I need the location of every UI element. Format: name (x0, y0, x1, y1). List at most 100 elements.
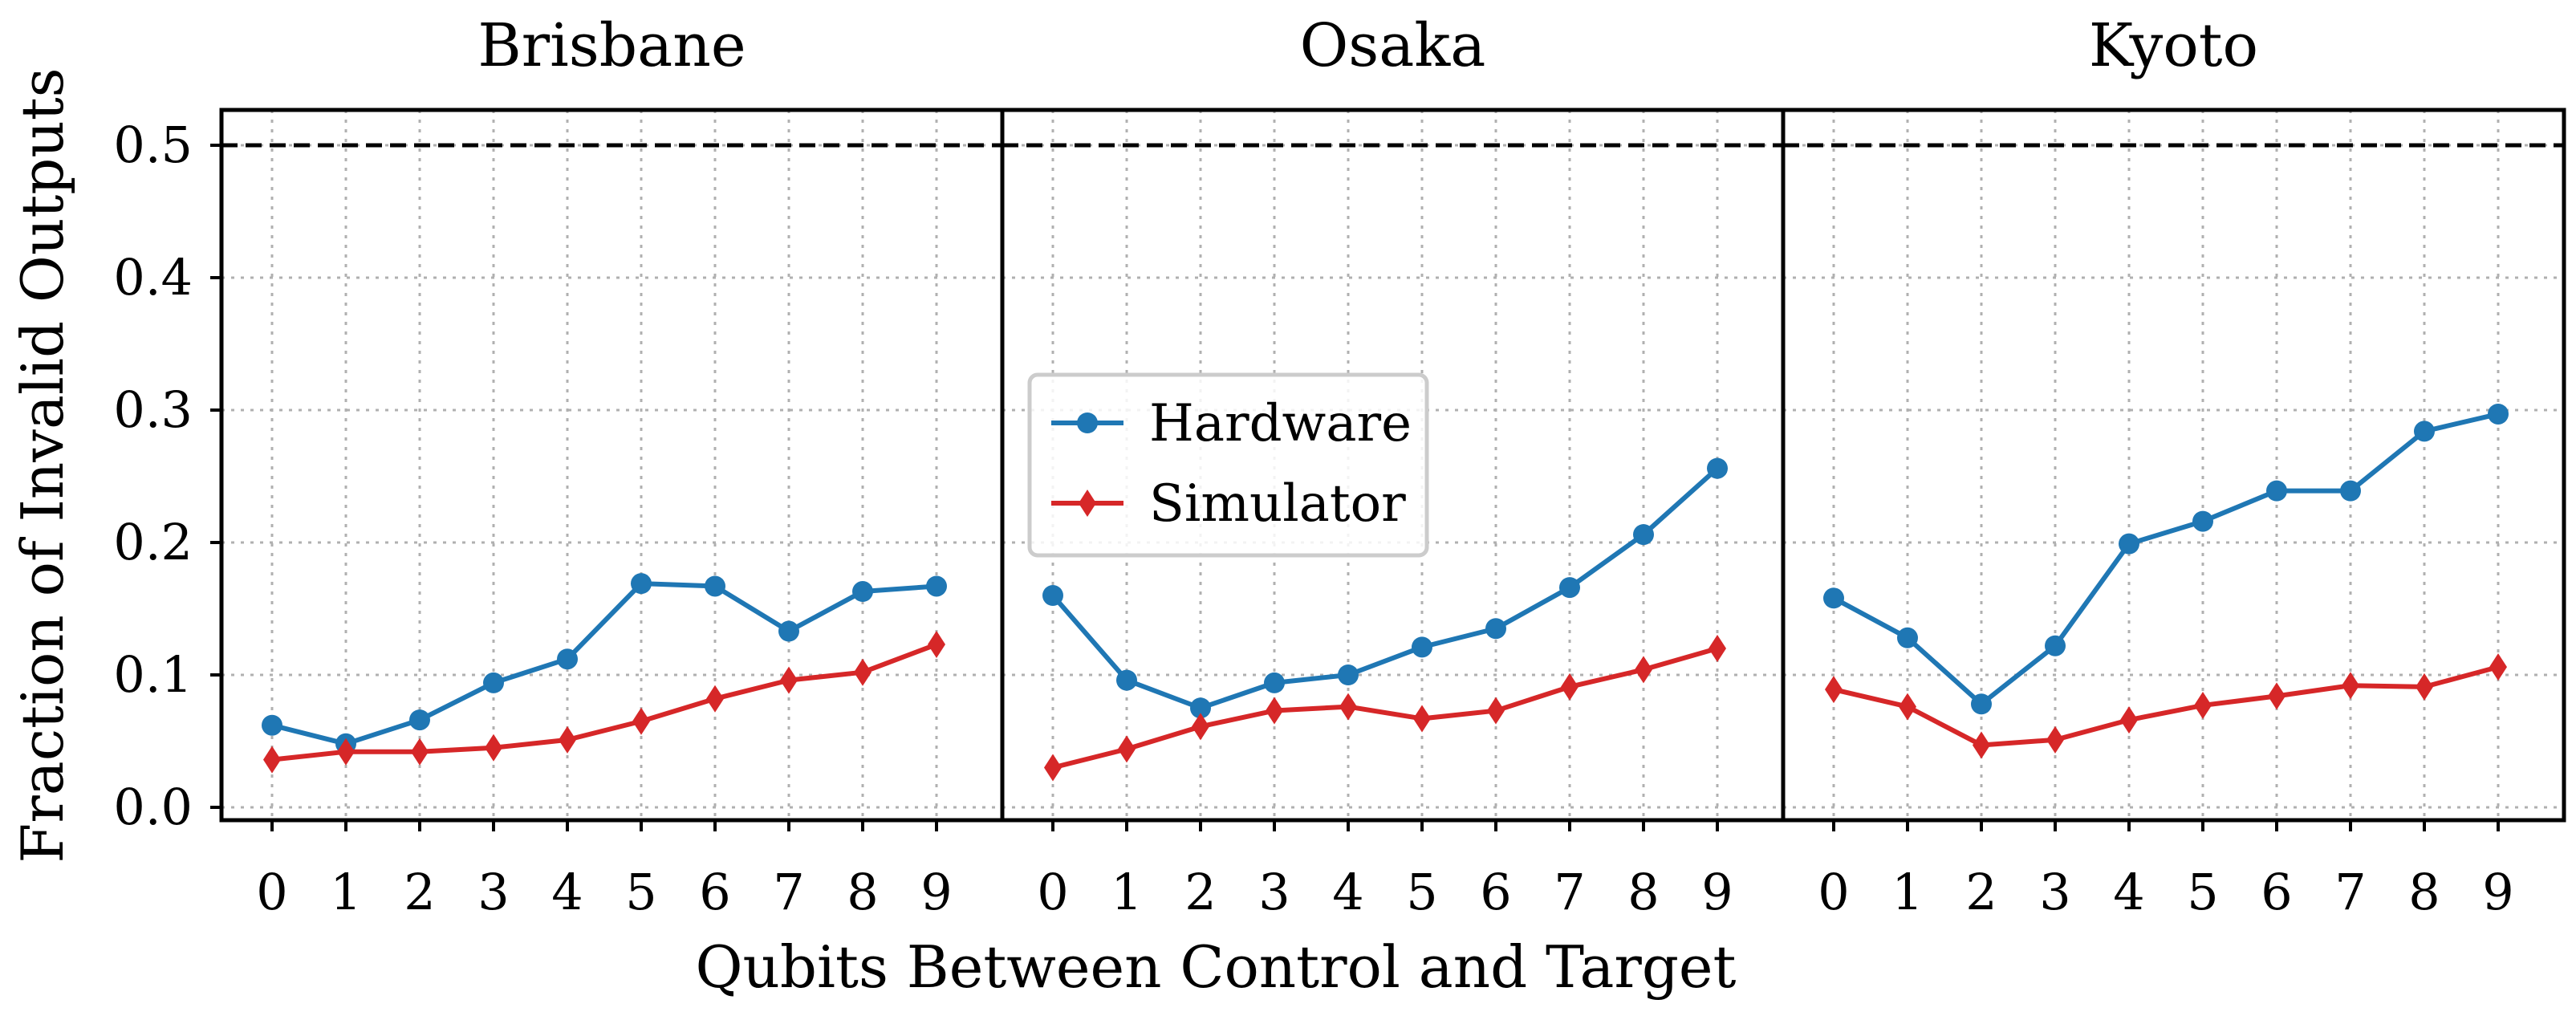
point-hardware (2192, 510, 2213, 532)
panel-title-kyoto: Kyoto (2089, 11, 2258, 80)
point-simulator (263, 746, 281, 774)
point-hardware (1042, 585, 1063, 606)
x-tick-label: 1 (1891, 863, 1923, 921)
point-hardware (778, 620, 799, 642)
x-tick-label: 7 (773, 863, 804, 921)
x-tick-label: 2 (1965, 863, 1997, 921)
x-tick-label: 8 (847, 863, 878, 921)
point-hardware (926, 575, 947, 597)
x-tick-label: 3 (1258, 863, 1290, 921)
x-tick-label: 0 (256, 863, 287, 921)
x-tick-label: 3 (2039, 863, 2070, 921)
x-tick-label: 7 (2334, 863, 2366, 921)
x-tick-label: 4 (2113, 863, 2144, 921)
legend-marker-simulator (1079, 490, 1096, 517)
x-tick-label: 1 (330, 863, 361, 921)
point-hardware (2045, 635, 2066, 656)
point-simulator (1561, 673, 1579, 701)
tick-layer (210, 144, 2500, 831)
series-line-hardware (1050, 466, 1720, 711)
y-axis-label: Fraction of Invalid Outputs (9, 67, 76, 863)
point-hardware (1264, 672, 1285, 693)
x-tick-label: 4 (551, 863, 583, 921)
point-simulator (1825, 676, 1843, 704)
series-layer (262, 403, 2509, 782)
point-simulator (1973, 731, 1990, 759)
point-hardware (1116, 669, 1137, 691)
x-tick-label: 2 (404, 863, 435, 921)
x-tick-label: 8 (2408, 863, 2440, 921)
point-hardware (2414, 421, 2435, 442)
series-line-hardware (271, 581, 937, 746)
x-tick-label: 0 (1037, 863, 1068, 921)
x-tick-label: 4 (1332, 863, 1363, 921)
point-hardware (262, 714, 282, 736)
x-tick-label: 6 (1480, 863, 1511, 921)
point-simulator (1899, 693, 1916, 721)
point-hardware (1823, 587, 1844, 609)
point-simulator (1118, 735, 1136, 763)
x-tick-label: 5 (2187, 863, 2218, 921)
x-tick-label: 9 (1701, 863, 1733, 921)
y-tick-label: 0.4 (113, 248, 193, 307)
point-simulator (411, 738, 429, 766)
point-hardware (483, 672, 504, 693)
y-tick-label: 0.3 (113, 380, 193, 439)
point-simulator (1339, 693, 1357, 721)
point-hardware (2266, 480, 2287, 502)
x-tick-label: 5 (1406, 863, 1437, 921)
y-tick-label: 0.0 (113, 778, 193, 836)
point-simulator (559, 725, 576, 754)
point-hardware (1412, 636, 1432, 658)
panel-frames (219, 108, 2566, 823)
point-hardware (1633, 524, 1654, 546)
grid-layer (221, 110, 2564, 820)
point-simulator (1635, 656, 1652, 684)
x-tick-label: 8 (1627, 863, 1659, 921)
legend-label-hardware: Hardware (1149, 394, 1412, 453)
point-simulator (706, 685, 724, 713)
point-simulator (1192, 713, 1209, 741)
point-hardware (2488, 403, 2509, 425)
point-hardware (409, 709, 430, 731)
point-hardware (1559, 577, 1580, 599)
x-tick-label: 6 (699, 863, 730, 921)
point-hardware (1707, 457, 1728, 479)
point-simulator (1487, 697, 1505, 725)
series-line-simulator (1052, 646, 1718, 770)
legend-box (1027, 372, 1429, 558)
panel-title-osaka: Osaka (1300, 11, 1486, 80)
point-simulator (2489, 653, 2507, 681)
point-hardware (2119, 533, 2139, 555)
point-simulator (928, 631, 945, 659)
point-hardware (1897, 627, 1918, 648)
point-simulator (854, 658, 872, 686)
point-simulator (780, 666, 798, 694)
point-hardware (1338, 664, 1359, 685)
point-simulator (1413, 705, 1431, 733)
point-simulator (2120, 706, 2138, 734)
x-tick-label: 7 (1554, 863, 1585, 921)
point-simulator (2416, 673, 2433, 701)
point-simulator (485, 734, 502, 762)
panel-frame-0 (219, 108, 1005, 823)
y-tick-label: 0.2 (113, 513, 193, 571)
point-hardware (1190, 697, 1211, 719)
x-tick-label: 2 (1184, 863, 1216, 921)
series-line-simulator (1833, 664, 2499, 748)
series-line-hardware (1832, 412, 2499, 707)
x-tick-label: 1 (1111, 863, 1142, 921)
legend: Hardware Simulator (1027, 372, 1429, 558)
x-tick-label: 9 (2482, 863, 2513, 921)
point-simulator (337, 738, 355, 766)
point-simulator (1709, 635, 1726, 662)
y-tick-label: 0.5 (113, 116, 193, 174)
point-hardware (852, 581, 873, 603)
point-hardware (705, 575, 725, 597)
point-simulator (2194, 691, 2212, 719)
x-tick-label: 3 (477, 863, 509, 921)
point-simulator (632, 707, 650, 735)
point-simulator (2268, 682, 2285, 710)
point-simulator (2342, 672, 2359, 700)
